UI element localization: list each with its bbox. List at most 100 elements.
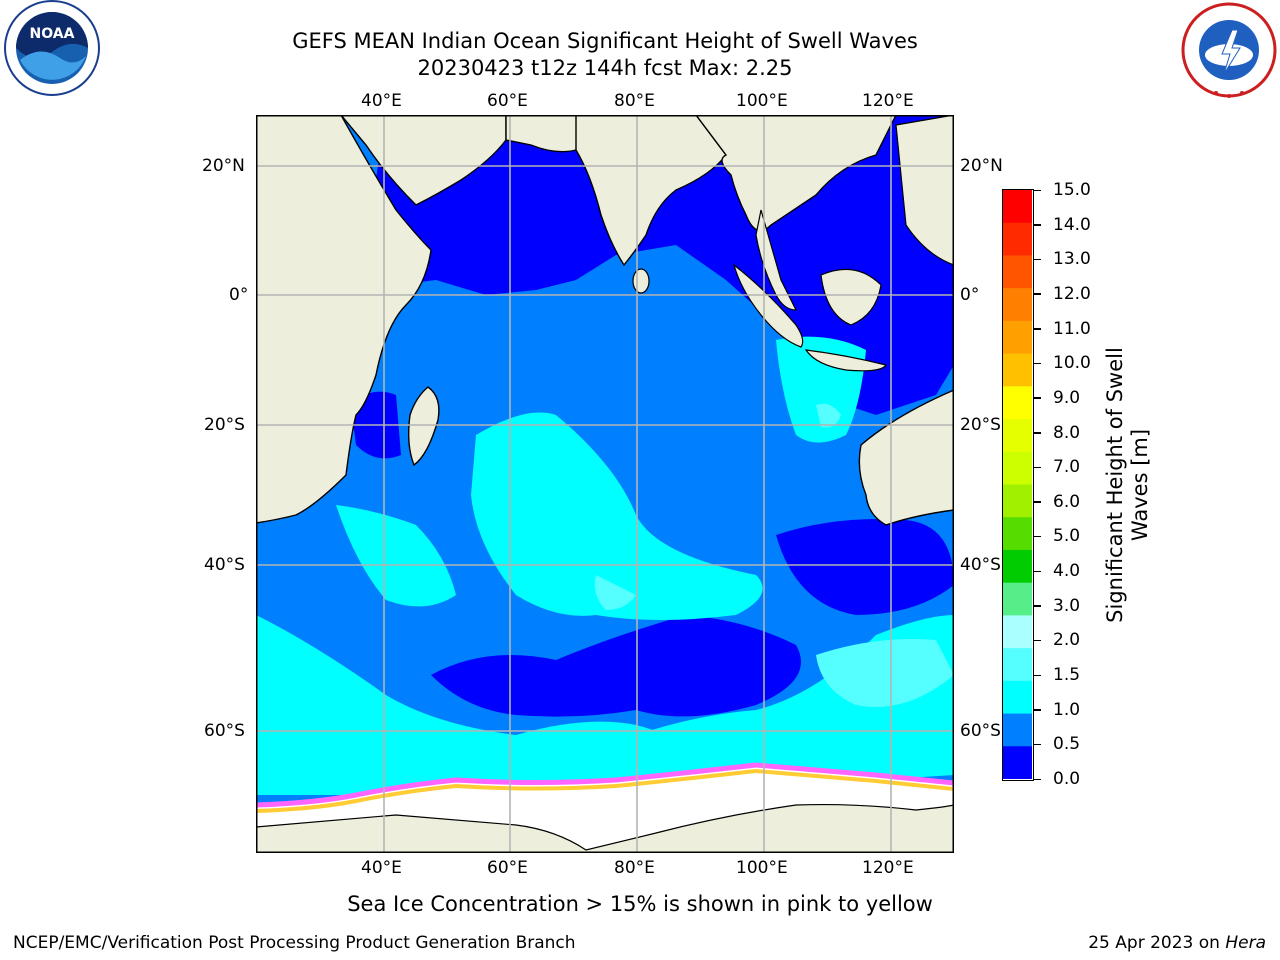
- footer-date: 25 Apr 2023 on Hera: [1088, 933, 1266, 953]
- sea-ice-edge-yellow: [256, 768, 954, 813]
- colorbar-tick-mark: [1034, 778, 1041, 780]
- land-africa: [256, 115, 432, 524]
- colorbar-tick-mark: [1034, 570, 1041, 573]
- lon-label-bottom-60e: 60°E: [487, 858, 528, 878]
- swell-band-1.5-2.0-central: [594, 575, 636, 610]
- colorbar-tick-label: 8.0: [1053, 422, 1081, 443]
- colorbar-tick-mark: [1034, 709, 1041, 711]
- swell-band-1.0-1.5-central: [471, 412, 763, 620]
- colorbar-tick-label: 10.0: [1053, 353, 1091, 374]
- colorbar-swatch: [1003, 680, 1032, 715]
- colorbar-tick-label: 3.0: [1053, 595, 1081, 616]
- colorbar-tick-mark: [1034, 224, 1041, 226]
- colorbar-swatch: [1003, 320, 1032, 355]
- colorbar-swatch: [1003, 451, 1032, 486]
- colorbar-swatch: [1003, 386, 1032, 420]
- colorbar-swatch: [1003, 222, 1032, 257]
- lat-label-right-60s: 60°S: [960, 721, 1001, 741]
- colorbar-tick-label: 5.0: [1053, 526, 1081, 547]
- land-malay-peninsula: [755, 209, 797, 311]
- footer-host: Hera: [1225, 933, 1266, 953]
- colorbar-tick-mark: [1034, 743, 1041, 746]
- map-frame: [256, 115, 954, 853]
- colorbar: [1002, 189, 1034, 781]
- lon-label-bottom-120e: 120°E: [862, 858, 914, 878]
- land-madagascar: [407, 386, 440, 467]
- colorbar-tick-mark: [1034, 501, 1041, 503]
- colorbar-swatch: [1003, 615, 1032, 649]
- colorbar-tick-mark: [1034, 605, 1041, 607]
- land-java: [804, 349, 887, 372]
- colorbar-tick-mark: [1034, 258, 1041, 261]
- colorbar-label-line1: Significant Height of Swell: [1103, 347, 1127, 623]
- lon-label-bottom-100e: 100°E: [736, 858, 788, 878]
- colorbar-tick-mark: [1034, 535, 1041, 538]
- land-india: [575, 115, 727, 267]
- colorbar-tick-label: 0.5: [1053, 734, 1081, 755]
- colorbar-tick-mark: [1034, 189, 1041, 191]
- sea-ice-note: Sea Ice Concentration > 15% is shown in …: [347, 892, 933, 916]
- colorbar-swatches: [1003, 190, 1032, 779]
- colorbar-swatch: [1003, 582, 1032, 616]
- colorbar-tick-label: 4.0: [1053, 561, 1081, 582]
- lat-label-left-0: 0°: [229, 285, 249, 305]
- graticule: [256, 115, 954, 853]
- colorbar-tick-mark: [1034, 328, 1041, 330]
- footer-date-text: 25 Apr 2023 on: [1088, 933, 1226, 953]
- lon-label-top-60e: 60°E: [487, 91, 528, 111]
- land-sri-lanka: [632, 268, 650, 294]
- colorbar-tick-label: 0.0: [1053, 769, 1081, 789]
- colorbar-label: Significant Height of Swell Waves [m]: [1103, 325, 1153, 645]
- lat-label-left-60s: 60°S: [204, 721, 245, 741]
- lat-label-right-20n: 20°N: [960, 156, 1003, 176]
- colorbar-tick-label: 12.0: [1053, 283, 1091, 304]
- sea-ice-edge-pink: [256, 762, 954, 808]
- swell-band-1.5-2.0-southeast: [816, 639, 954, 707]
- swell-band-1.0-1.5-southwest: [256, 615, 676, 795]
- lon-label-bottom-40e: 40°E: [361, 858, 402, 878]
- colorbar-tick-label: 1.0: [1053, 699, 1081, 720]
- colorbar-tick-label: 6.0: [1053, 491, 1081, 512]
- colorbar-swatch: [1003, 549, 1032, 584]
- footer-producer: NCEP/EMC/Verification Post Processing Pr…: [13, 933, 576, 953]
- lat-label-left-40s: 40°S: [204, 555, 245, 575]
- swell-band-1.5-2.0-east: [816, 403, 841, 428]
- colorbar-swatch: [1003, 484, 1032, 518]
- noaa-logo-text: NOAA: [30, 26, 75, 42]
- land-philippines: [895, 115, 954, 266]
- colorbar-tick-mark: [1034, 293, 1041, 295]
- colorbar-tick-label: 7.0: [1053, 457, 1081, 478]
- colorbar-tick-label: 14.0: [1053, 214, 1091, 235]
- colorbar-tick-mark: [1034, 362, 1041, 365]
- colorbar-tick-mark: [1034, 466, 1041, 469]
- colorbar-tick-label: 2.0: [1053, 630, 1081, 651]
- colorbar-tick-mark: [1034, 639, 1041, 642]
- chart-title: GEFS MEAN Indian Ocean Significant Heigh…: [292, 29, 918, 53]
- colorbar-swatch: [1003, 746, 1032, 779]
- lon-label-top-100e: 100°E: [736, 91, 788, 111]
- swell-band-0-0.5-east: [776, 519, 954, 615]
- lat-label-left-20s: 20°S: [204, 415, 245, 435]
- colorbar-label-line2: Waves [m]: [1128, 428, 1152, 542]
- colorbar-swatch: [1003, 648, 1032, 682]
- colorbar-swatch: [1003, 419, 1032, 453]
- colorbar-tick-label: 1.5: [1053, 665, 1081, 686]
- colorbar-swatch: [1003, 288, 1032, 322]
- noaa-logo: NOAA: [0, 0, 110, 100]
- swell-band-0-0.5-south: [431, 615, 801, 717]
- colorbar-tick-mark: [1034, 397, 1041, 399]
- land-borneo: [820, 268, 882, 326]
- chart-subtitle: 20230423 t12z 144h fcst Max: 2.25: [417, 56, 793, 80]
- lon-label-top-120e: 120°E: [862, 91, 914, 111]
- colorbar-tick-mark: [1034, 674, 1041, 677]
- colorbar-swatch: [1003, 190, 1032, 224]
- colorbar-tick-mark: [1034, 432, 1041, 434]
- colorbar-swatch: [1003, 517, 1032, 551]
- lat-label-right-40s: 40°S: [960, 555, 1001, 575]
- land-sumatra: [732, 263, 804, 348]
- lon-label-top-80e: 80°E: [614, 91, 655, 111]
- lat-label-right-20s: 20°S: [960, 415, 1001, 435]
- colorbar-tick-label: 13.0: [1053, 249, 1091, 270]
- colorbar-tick-label: 9.0: [1053, 387, 1081, 408]
- swell-height-map: [256, 115, 954, 853]
